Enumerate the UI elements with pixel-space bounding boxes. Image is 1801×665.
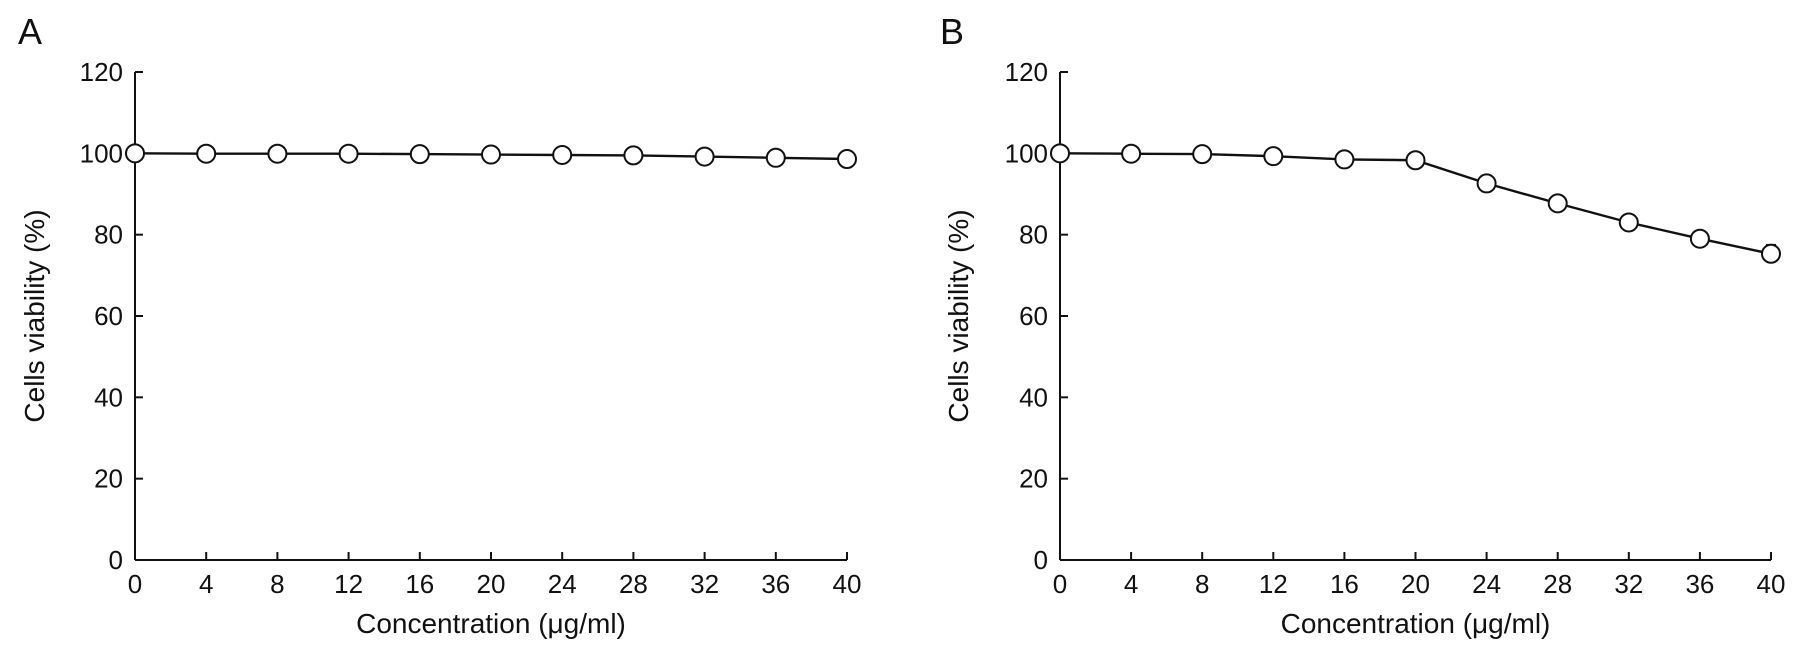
y-axis-title: Cells viability (%) [943,209,974,422]
data-point [1689,228,1710,249]
data-point [694,146,715,167]
y-tick-label: 40 [94,382,123,412]
x-tick-label: 36 [1685,569,1714,599]
data-point [409,144,430,165]
x-tick-label: 32 [1614,569,1643,599]
data-point [1121,143,1142,164]
x-axis-title: Concentration (μg/ml) [356,608,626,639]
data-point [623,145,644,166]
x-tick-label: 4 [199,569,213,599]
x-tick-label: 28 [619,569,648,599]
y-tick-label: 120 [80,57,123,87]
y-tick-label: 60 [94,301,123,331]
y-tick-label: 40 [1019,382,1048,412]
x-tick-label: 24 [548,569,577,599]
y-tick-label: 80 [94,220,123,250]
data-point [1263,146,1284,167]
data-point [1192,144,1213,165]
data-point [196,143,217,164]
y-tick-label: 100 [1005,138,1048,168]
x-tick-label: 20 [1401,569,1430,599]
data-point [552,144,573,165]
y-tick-label: 120 [1005,57,1048,87]
x-tick-label: 0 [1053,569,1067,599]
x-tick-label: 8 [270,569,284,599]
x-tick-label: 12 [1259,569,1288,599]
data-point [267,143,288,164]
x-tick-label: 24 [1472,569,1501,599]
data-point [125,143,145,164]
x-tick-label: 16 [1330,569,1359,599]
x-tick-label: 20 [477,569,506,599]
data-point [1618,212,1639,233]
data-point [765,147,786,168]
x-tick-label: 12 [334,569,363,599]
data-point [1476,173,1497,194]
x-tick-label: 8 [1195,569,1209,599]
y-tick-label: 60 [1019,301,1048,331]
chart-panel-a: A 0 20 40 60 80 100 120 0 4 8 12 16 20 24 28 32 36 40 Conce… [18,11,861,639]
x-tick-label: 0 [128,569,142,599]
y-tick-label: 20 [1019,464,1048,494]
data-point [1334,149,1355,170]
panel-label: A [18,11,42,52]
x-tick-label: 28 [1543,569,1572,599]
data-point [837,149,857,170]
x-tick-label: 40 [833,569,862,599]
y-tick-label: 80 [1019,220,1048,250]
data-point [1405,150,1426,171]
x-tick-label: 32 [690,569,719,599]
data-point [481,144,501,165]
x-tick-label: 40 [1757,569,1786,599]
data-point [1761,243,1781,264]
y-tick-label: 20 [94,464,123,494]
y-axis-title: Cells viability (%) [19,209,50,422]
y-tick-label: 0 [1034,545,1048,575]
data-point [1050,143,1070,164]
data-point [1547,193,1568,214]
x-axis-title: Concentration (μg/ml) [1281,608,1551,639]
x-tick-label: 4 [1124,569,1138,599]
data-point [338,143,359,164]
y-tick-label: 0 [109,545,123,575]
chart-panel-b: B 0 20 40 60 80 100 120 0 4 8 12 16 20 24 28 32 36 40 Conce… [940,11,1785,639]
panel-label: B [940,11,964,52]
y-tick-label: 100 [80,138,123,168]
x-tick-label: 36 [761,569,790,599]
x-tick-label: 16 [405,569,434,599]
